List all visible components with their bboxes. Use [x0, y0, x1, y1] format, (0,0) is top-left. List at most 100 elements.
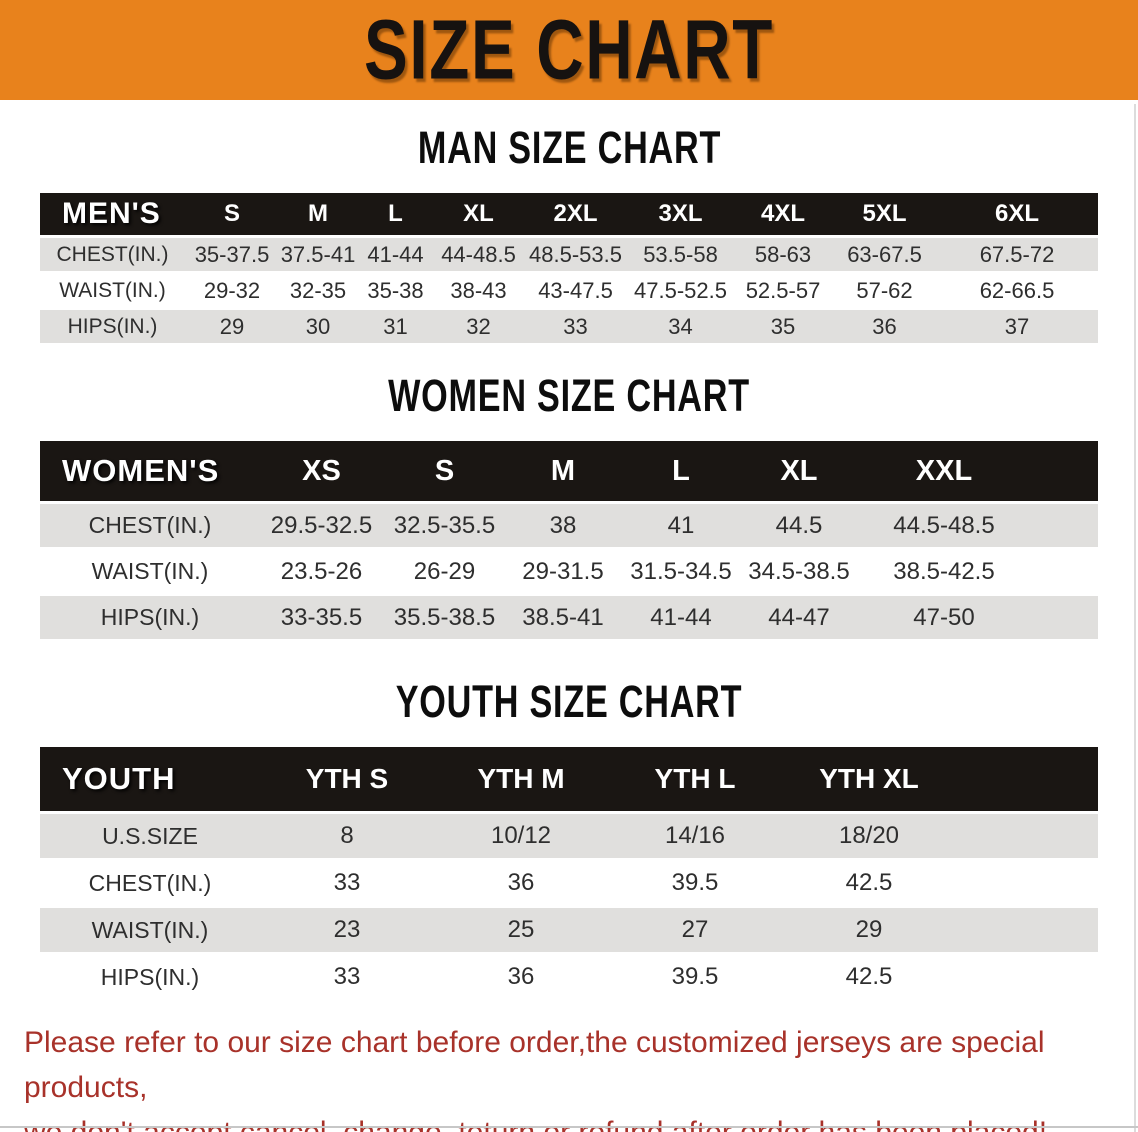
- row-label: CHEST(IN.): [40, 504, 260, 547]
- women-column-header-l: L: [620, 441, 742, 501]
- size-cell: 41-44: [620, 596, 742, 639]
- row-spacer: [956, 955, 1098, 999]
- size-cell: 36: [434, 955, 608, 999]
- size-cell: 44-47: [742, 596, 856, 639]
- size-cell: 23.5-26: [260, 550, 383, 593]
- size-cell: 31: [357, 310, 434, 343]
- size-cell: 23: [260, 908, 434, 952]
- size-cell: 29: [782, 908, 956, 952]
- women-table-row: HIPS(IN.) 33-35.5 35.5-38.5 38.5-41 41-44 44-…: [40, 596, 1098, 639]
- row-label: CHEST(IN.): [40, 861, 260, 905]
- row-label: U.S.SIZE: [40, 814, 260, 858]
- men-column-header-4xl: 4XL: [733, 193, 833, 235]
- size-cell: 38.5-42.5: [856, 550, 1032, 593]
- size-cell: 62-66.5: [936, 274, 1098, 307]
- row-spacer: [1032, 550, 1098, 593]
- size-cell: 35-37.5: [185, 238, 279, 271]
- disclaimer-line-1: Please refer to our size chart before or…: [24, 1026, 1045, 1104]
- size-cell: 35: [733, 310, 833, 343]
- youth-column-header-yth-m: YTH M: [434, 747, 608, 811]
- row-label: HIPS(IN.): [40, 596, 260, 639]
- men-column-header-5xl: 5XL: [833, 193, 936, 235]
- size-cell: 53.5-58: [628, 238, 733, 271]
- size-cell: 34.5-38.5: [742, 550, 856, 593]
- men-header-row: MEN'S S M L XL 2XL 3XL 4XL 5XL 6XL: [40, 193, 1098, 235]
- youth-column-header-yth-s: YTH S: [260, 747, 434, 811]
- men-size-table: MEN'S S M L XL 2XL 3XL 4XL 5XL 6XL CHEST(IN.) 35-37…: [40, 190, 1098, 346]
- size-cell: 26-29: [383, 550, 506, 593]
- size-cell: 48.5-53.5: [523, 238, 628, 271]
- youth-header-row: YOUTH YTH S YTH M YTH L YTH XL: [40, 747, 1098, 811]
- row-label: HIPS(IN.): [40, 955, 260, 999]
- men-column-header-xl: XL: [434, 193, 523, 235]
- size-cell: 37.5-41: [279, 238, 357, 271]
- men-corner-label: MEN'S: [40, 193, 185, 235]
- women-column-header-xs: XS: [260, 441, 383, 501]
- size-cell: 29.5-32.5: [260, 504, 383, 547]
- size-cell: 38-43: [434, 274, 523, 307]
- women-corner-label: WOMEN'S: [40, 441, 260, 501]
- women-column-header-xxl: XXL: [856, 441, 1032, 501]
- youth-table-row: U.S.SIZE 8 10/12 14/16 18/20: [40, 814, 1098, 858]
- women-section-heading-text: WOMEN SIZE CHART: [388, 370, 750, 421]
- section-youth: YOUTH SIZE CHART YOUTH YTH S YTH M YTH L YTH …: [0, 676, 1138, 1002]
- youth-table-row: WAIST(IN.) 23 25 27 29: [40, 908, 1098, 952]
- size-cell: 25: [434, 908, 608, 952]
- men-table-row: CHEST(IN.) 35-37.5 37.5-41 41-44 44-48.5 48.5…: [40, 238, 1098, 271]
- size-cell: 41: [620, 504, 742, 547]
- banner-title: SIZE CHART: [364, 2, 774, 97]
- women-column-header-m: M: [506, 441, 620, 501]
- size-cell: 33: [260, 861, 434, 905]
- women-section-heading: WOMEN SIZE CHART: [0, 370, 1138, 421]
- banner: SIZE CHART: [0, 0, 1138, 100]
- size-cell: 38: [506, 504, 620, 547]
- women-size-table: WOMEN'S XS S M L XL XXL CHEST(IN.) 29.5-32.5 32.5…: [40, 438, 1098, 642]
- size-cell: 32: [434, 310, 523, 343]
- size-cell: 57-62: [833, 274, 936, 307]
- size-cell: 30: [279, 310, 357, 343]
- size-cell: 8: [260, 814, 434, 858]
- youth-section-heading-text: YOUTH SIZE CHART: [395, 676, 743, 727]
- size-chart-sections: MAN SIZE CHART MEN'S S M L XL 2XL 3XL 4XL 5XL 6XL C…: [0, 122, 1138, 1002]
- disclaimer-line-2: we don't accept cancel, change, teturn o…: [24, 1110, 1124, 1132]
- youth-header-spacer: [956, 747, 1098, 811]
- youth-column-header-yth-xl: YTH XL: [782, 747, 956, 811]
- disclaimer: Please refer to our size chart before or…: [24, 1020, 1124, 1132]
- row-spacer: [1032, 596, 1098, 639]
- section-men: MAN SIZE CHART MEN'S S M L XL 2XL 3XL 4XL 5XL 6XL C…: [0, 122, 1138, 346]
- size-cell: 52.5-57: [733, 274, 833, 307]
- size-cell: 67.5-72: [936, 238, 1098, 271]
- size-cell: 33-35.5: [260, 596, 383, 639]
- size-cell: 29: [185, 310, 279, 343]
- size-cell: 43-47.5: [523, 274, 628, 307]
- size-cell: 44.5: [742, 504, 856, 547]
- size-cell: 10/12: [434, 814, 608, 858]
- youth-corner-label: YOUTH: [40, 747, 260, 811]
- row-label: HIPS(IN.): [40, 310, 185, 343]
- men-column-header-m: M: [279, 193, 357, 235]
- row-spacer: [956, 908, 1098, 952]
- men-table-row: HIPS(IN.) 29 30 31 32 33 34 35 36 37: [40, 310, 1098, 343]
- size-cell: 41-44: [357, 238, 434, 271]
- section-women: WOMEN SIZE CHART WOMEN'S XS S M L XL XXL CHEST(I…: [0, 370, 1138, 642]
- men-column-header-l: L: [357, 193, 434, 235]
- women-header-row: WOMEN'S XS S M L XL XXL: [40, 441, 1098, 501]
- size-cell: 42.5: [782, 861, 956, 905]
- youth-size-table: YOUTH YTH S YTH M YTH L YTH XL U.S.SIZE 8 10/12…: [40, 744, 1098, 1002]
- size-cell: 44-48.5: [434, 238, 523, 271]
- size-cell: 35-38: [357, 274, 434, 307]
- size-cell: 44.5-48.5: [856, 504, 1032, 547]
- row-label: CHEST(IN.): [40, 238, 185, 271]
- men-table-row: WAIST(IN.) 29-32 32-35 35-38 38-43 43-47.5 47.…: [40, 274, 1098, 307]
- size-cell: 39.5: [608, 955, 782, 999]
- size-cell: 47.5-52.5: [628, 274, 733, 307]
- row-spacer: [1032, 504, 1098, 547]
- size-cell: 31.5-34.5: [620, 550, 742, 593]
- size-cell: 27: [608, 908, 782, 952]
- row-label: WAIST(IN.): [40, 274, 185, 307]
- men-column-header-6xl: 6XL: [936, 193, 1098, 235]
- size-cell: 35.5-38.5: [383, 596, 506, 639]
- size-cell: 33: [523, 310, 628, 343]
- women-header-spacer: [1032, 441, 1098, 501]
